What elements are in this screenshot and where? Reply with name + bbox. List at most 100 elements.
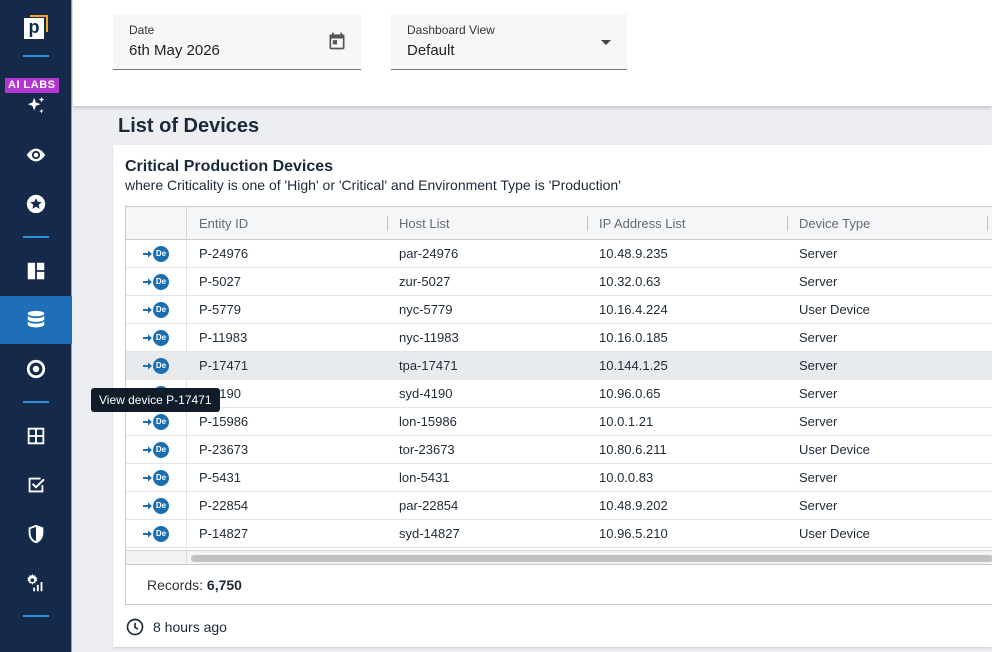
shield-icon	[28, 524, 44, 544]
table-row[interactable]: De P-5027 zur-5027 10.32.0.63 Server	[126, 268, 992, 296]
calendar-icon[interactable]	[327, 31, 347, 51]
sidebar-item-reports-settings[interactable]	[0, 559, 72, 607]
calculator-icon	[27, 427, 45, 445]
view-device-icon: De	[143, 245, 169, 262]
cell-device-type: Server	[799, 414, 838, 429]
cell-host-list: lon-15986	[399, 414, 457, 429]
date-value: 6th May 2026	[129, 42, 220, 59]
cell-ip-address: 10.144.1.25	[599, 358, 668, 373]
cell-device-type: Server	[799, 358, 838, 373]
horizontal-scrollbar[interactable]	[126, 550, 992, 564]
cell-device-type: Server	[799, 498, 838, 513]
sidebar-item-targets[interactable]	[0, 345, 72, 393]
sidebar-item-policies[interactable]	[0, 510, 72, 558]
sidebar-item-favorites[interactable]	[0, 180, 72, 228]
cell-entity-id: P-22854	[199, 498, 249, 513]
header-ip-address-list[interactable]: IP Address List	[587, 207, 788, 240]
dashboard-view-select[interactable]: Dashboard View Default	[391, 14, 627, 70]
sidebar-item-calculations[interactable]	[0, 412, 72, 460]
table-row[interactable]: De P-23673 tor-23673 10.80.6.211 User Device	[126, 436, 992, 464]
chevron-down-icon[interactable]	[601, 40, 611, 45]
table-row[interactable]: De P-5779 nyc-5779 10.16.4.224 User Device	[126, 296, 992, 324]
sidebar-divider	[23, 55, 49, 57]
view-device-button[interactable]: De	[126, 492, 187, 519]
records-footer: Records: 6,750	[125, 565, 992, 605]
cell-host-list: zur-5027	[399, 274, 451, 289]
date-picker[interactable]: Date 6th May 2026	[113, 14, 361, 70]
header-device-type[interactable]: Device Type	[787, 207, 988, 240]
sidebar-item-data[interactable]	[0, 296, 72, 344]
view-device-tooltip: View device P-17471	[91, 388, 220, 412]
view-device-button[interactable]: De	[126, 408, 187, 435]
cell-ip-address: 10.0.1.21	[599, 414, 654, 429]
table-row[interactable]: De P-15986 lon-15986 10.0.1.21 Server	[126, 408, 992, 436]
cell-ip-address: 10.96.0.65	[599, 386, 661, 401]
table-header: Entity ID Host List IP Address List Devi…	[126, 207, 992, 240]
view-device-icon: De	[143, 525, 169, 542]
scrollbar-thumb[interactable]	[191, 555, 992, 562]
cell-entity-id: P-17471	[199, 358, 249, 373]
table-row[interactable]: De P-5431 lon-5431 10.0.0.83 Server	[126, 464, 992, 492]
dashboard-icon	[27, 262, 45, 280]
table-row[interactable]: De P-24976 par-24976 10.48.9.235 Server	[126, 240, 992, 268]
cell-host-list: tor-23673	[399, 442, 455, 457]
cell-ip-address: 10.80.6.211	[599, 442, 667, 457]
date-label: Date	[129, 23, 155, 37]
view-device-icon: De	[143, 329, 169, 346]
view-device-icon: De	[143, 301, 169, 318]
cell-device-type: User Device	[799, 302, 870, 317]
sidebar-divider	[23, 615, 49, 617]
sidebar-item-tasks[interactable]	[0, 461, 72, 509]
view-device-button[interactable]: De	[126, 296, 187, 323]
table-row[interactable]: De P-17471 tpa-17471 10.144.1.25 Server	[126, 352, 992, 380]
header-host-list[interactable]: Host List	[387, 207, 588, 240]
view-device-icon: De	[143, 413, 169, 430]
card-subtitle: where Criticality is one of 'High' or 'C…	[125, 177, 621, 193]
cell-entity-id: P-11983	[199, 330, 248, 345]
cell-ip-address: 10.0.0.83	[599, 470, 654, 485]
checkbox-icon	[28, 477, 45, 493]
cell-entity-id: P-23673	[199, 442, 249, 457]
table-row[interactable]: De P-14827 syd-14827 10.96.5.210 User Device	[126, 520, 992, 548]
sidebar-item-ai[interactable]	[0, 82, 72, 130]
sidebar-divider	[23, 401, 49, 403]
view-device-icon: De	[143, 469, 169, 486]
clock-icon	[126, 618, 144, 636]
records-label: Records:	[147, 577, 204, 593]
view-device-button[interactable]: De	[126, 436, 187, 463]
cell-ip-address: 10.16.4.224	[599, 302, 668, 317]
cell-entity-id: P-5027	[199, 274, 241, 289]
sidebar-item-dashboards[interactable]	[0, 247, 72, 295]
view-device-button[interactable]: De	[126, 324, 187, 351]
cell-device-type: Server	[799, 246, 838, 261]
cell-host-list: nyc-11983	[399, 330, 459, 345]
records-count: 6,750	[206, 577, 242, 593]
view-device-icon: De	[143, 497, 169, 514]
cell-host-list: syd-4190	[399, 386, 453, 401]
cell-ip-address: 10.48.9.202	[599, 498, 668, 513]
cell-entity-id: P-5431	[199, 470, 241, 485]
cell-device-type: Server	[799, 470, 838, 485]
view-device-button[interactable]: De	[126, 464, 187, 491]
cell-host-list: par-22854	[399, 498, 459, 513]
view-device-button[interactable]: De	[126, 352, 187, 379]
app-logo[interactable]: p	[24, 15, 48, 39]
view-device-button[interactable]: De	[126, 268, 187, 295]
view-device-button[interactable]: De	[126, 520, 187, 547]
cell-host-list: par-24976	[399, 246, 459, 261]
view-device-icon: De	[143, 357, 169, 374]
last-updated-text: 8 hours ago	[153, 619, 227, 635]
cell-entity-id: P-15986	[199, 414, 249, 429]
cell-device-type: User Device	[799, 526, 870, 541]
table-row[interactable]: De P-11983 nyc-11983 10.16.0.185 Server	[126, 324, 992, 352]
card-title: Critical Production Devices	[125, 158, 334, 175]
view-device-button[interactable]: De	[126, 240, 187, 267]
devices-table: Entity ID Host List IP Address List Devi…	[125, 206, 992, 565]
header-entity-id[interactable]: Entity ID	[187, 207, 388, 240]
target-icon	[26, 359, 46, 379]
sidebar-item-visibility[interactable]	[0, 131, 72, 179]
table-row[interactable]: De P-22854 par-22854 10.48.9.202 Server	[126, 492, 992, 520]
cell-entity-id: P-24976	[199, 246, 249, 261]
star-badge-icon	[26, 194, 46, 214]
